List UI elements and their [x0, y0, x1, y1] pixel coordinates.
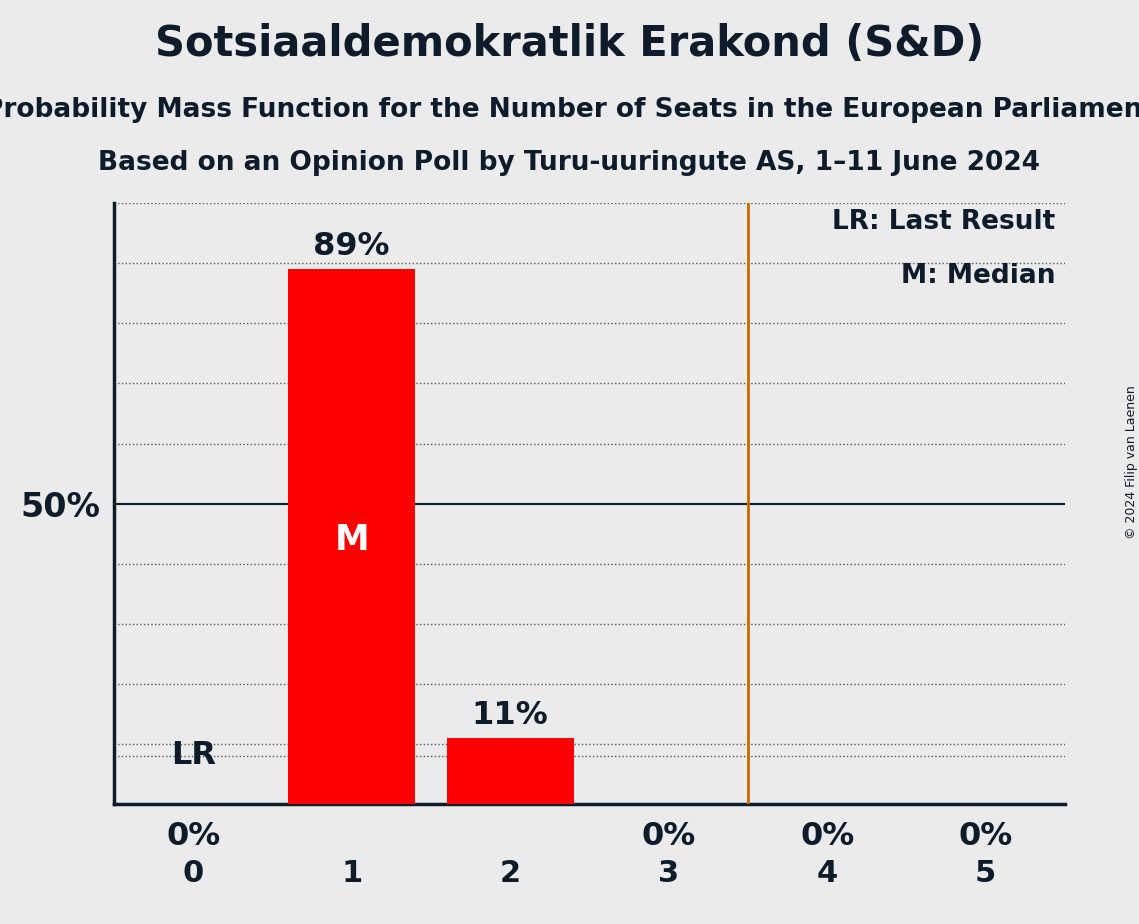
Text: 11%: 11% — [472, 699, 549, 731]
Text: Based on an Opinion Poll by Turu-uuringute AS, 1–11 June 2024: Based on an Opinion Poll by Turu-uuringu… — [98, 150, 1041, 176]
Text: M: Median: M: Median — [901, 263, 1056, 289]
Text: LR: Last Result: LR: Last Result — [833, 209, 1056, 236]
Text: M: M — [335, 523, 369, 556]
Text: 0%: 0% — [959, 821, 1013, 853]
Text: LR: LR — [171, 740, 215, 771]
Text: Probability Mass Function for the Number of Seats in the European Parliament: Probability Mass Function for the Number… — [0, 97, 1139, 123]
Text: 0%: 0% — [166, 821, 220, 853]
Text: 89%: 89% — [313, 231, 390, 262]
Bar — [288, 270, 415, 804]
Text: 0%: 0% — [800, 821, 854, 853]
Bar — [446, 737, 574, 804]
Text: 0%: 0% — [641, 821, 696, 853]
Text: © 2024 Filip van Laenen: © 2024 Filip van Laenen — [1124, 385, 1138, 539]
Text: Sotsiaaldemokratlik Erakond (S&D): Sotsiaaldemokratlik Erakond (S&D) — [155, 23, 984, 65]
